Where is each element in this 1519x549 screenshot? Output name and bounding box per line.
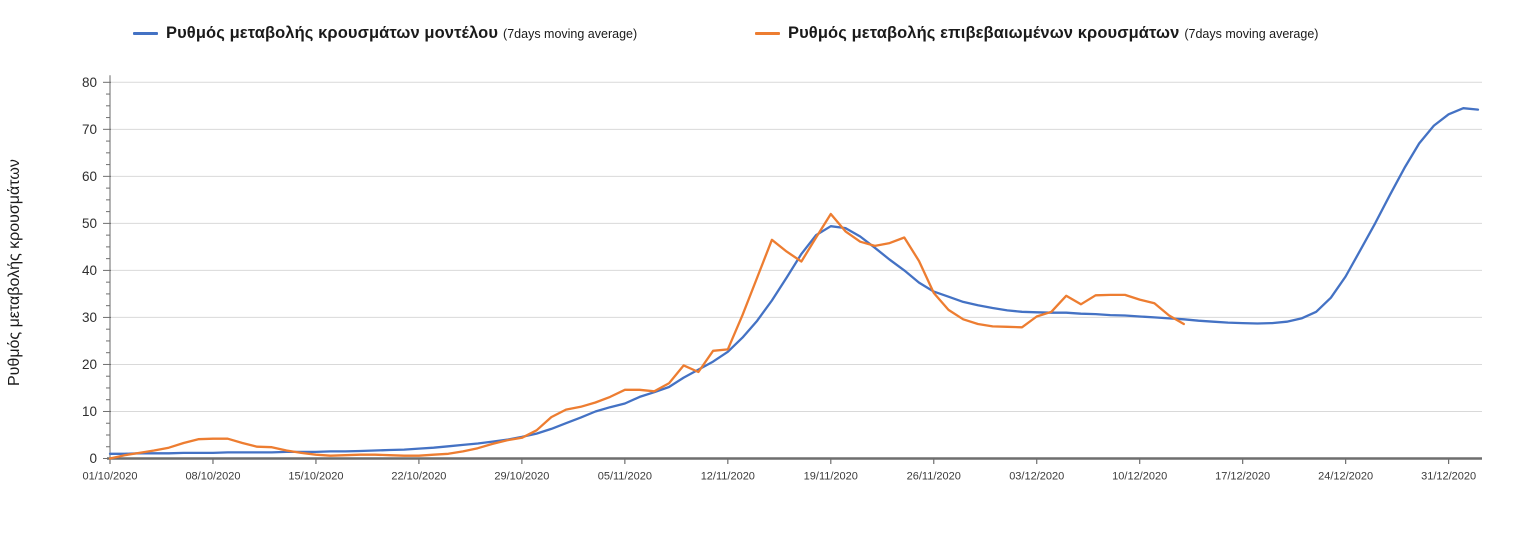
svg-text:26/11/2020: 26/11/2020 xyxy=(907,471,961,483)
x-axis-ticks: 01/10/2020 08/10/2020 15/10/2020 22/10/2020… xyxy=(82,458,1476,483)
svg-text:60: 60 xyxy=(82,169,97,184)
legend-sublabel-model: (7days moving average) xyxy=(503,26,638,41)
series-line-model xyxy=(108,107,1480,455)
svg-text:10: 10 xyxy=(82,404,97,419)
svg-text:19/11/2020: 19/11/2020 xyxy=(804,471,858,483)
legend-line-sample-confirmed xyxy=(755,32,780,35)
legend-label-model: Ρυθμός μεταβολής κρουσμάτων μοντέλου xyxy=(166,24,499,42)
svg-text:01/10/2020: 01/10/2020 xyxy=(82,471,137,483)
svg-text:05/11/2020: 05/11/2020 xyxy=(598,471,652,483)
svg-text:17/12/2020: 17/12/2020 xyxy=(1215,471,1270,483)
svg-text:24/12/2020: 24/12/2020 xyxy=(1318,471,1373,483)
series-line-confirmed xyxy=(108,212,1185,460)
chart-legend: Ρυθμός μεταβολής κρουσμάτων μοντέλου (7d… xyxy=(0,0,1519,52)
svg-text:31/12/2020: 31/12/2020 xyxy=(1421,471,1476,483)
y-axis-ticks: 0 10 20 30 40 50 60 70 80 xyxy=(82,75,111,466)
svg-text:40: 40 xyxy=(82,263,97,278)
axes xyxy=(107,75,1482,460)
legend-sublabel-confirmed: (7days moving average) xyxy=(1184,26,1319,41)
legend-item-model: Ρυθμός μεταβολής κρουσμάτων μοντέλου (7d… xyxy=(133,24,637,43)
svg-text:12/11/2020: 12/11/2020 xyxy=(701,471,755,483)
legend-label-confirmed: Ρυθμός μεταβολής επιβεβαιωμένων κρουσμάτ… xyxy=(788,24,1180,42)
svg-text:0: 0 xyxy=(89,451,97,466)
legend-line-sample-model xyxy=(133,32,158,35)
svg-text:03/12/2020: 03/12/2020 xyxy=(1009,471,1064,483)
svg-text:80: 80 xyxy=(82,75,97,90)
svg-text:30: 30 xyxy=(82,310,97,325)
svg-text:22/10/2020: 22/10/2020 xyxy=(391,471,446,483)
gridlines xyxy=(110,81,1482,412)
legend-item-confirmed: Ρυθμός μεταβολής επιβεβαιωμένων κρουσμάτ… xyxy=(755,24,1318,43)
svg-text:15/10/2020: 15/10/2020 xyxy=(288,471,343,483)
svg-text:29/10/2020: 29/10/2020 xyxy=(494,471,549,483)
svg-text:08/10/2020: 08/10/2020 xyxy=(185,471,240,483)
svg-text:20: 20 xyxy=(82,357,97,372)
svg-text:10/12/2020: 10/12/2020 xyxy=(1112,471,1167,483)
svg-text:50: 50 xyxy=(82,216,97,231)
svg-text:70: 70 xyxy=(82,122,97,137)
